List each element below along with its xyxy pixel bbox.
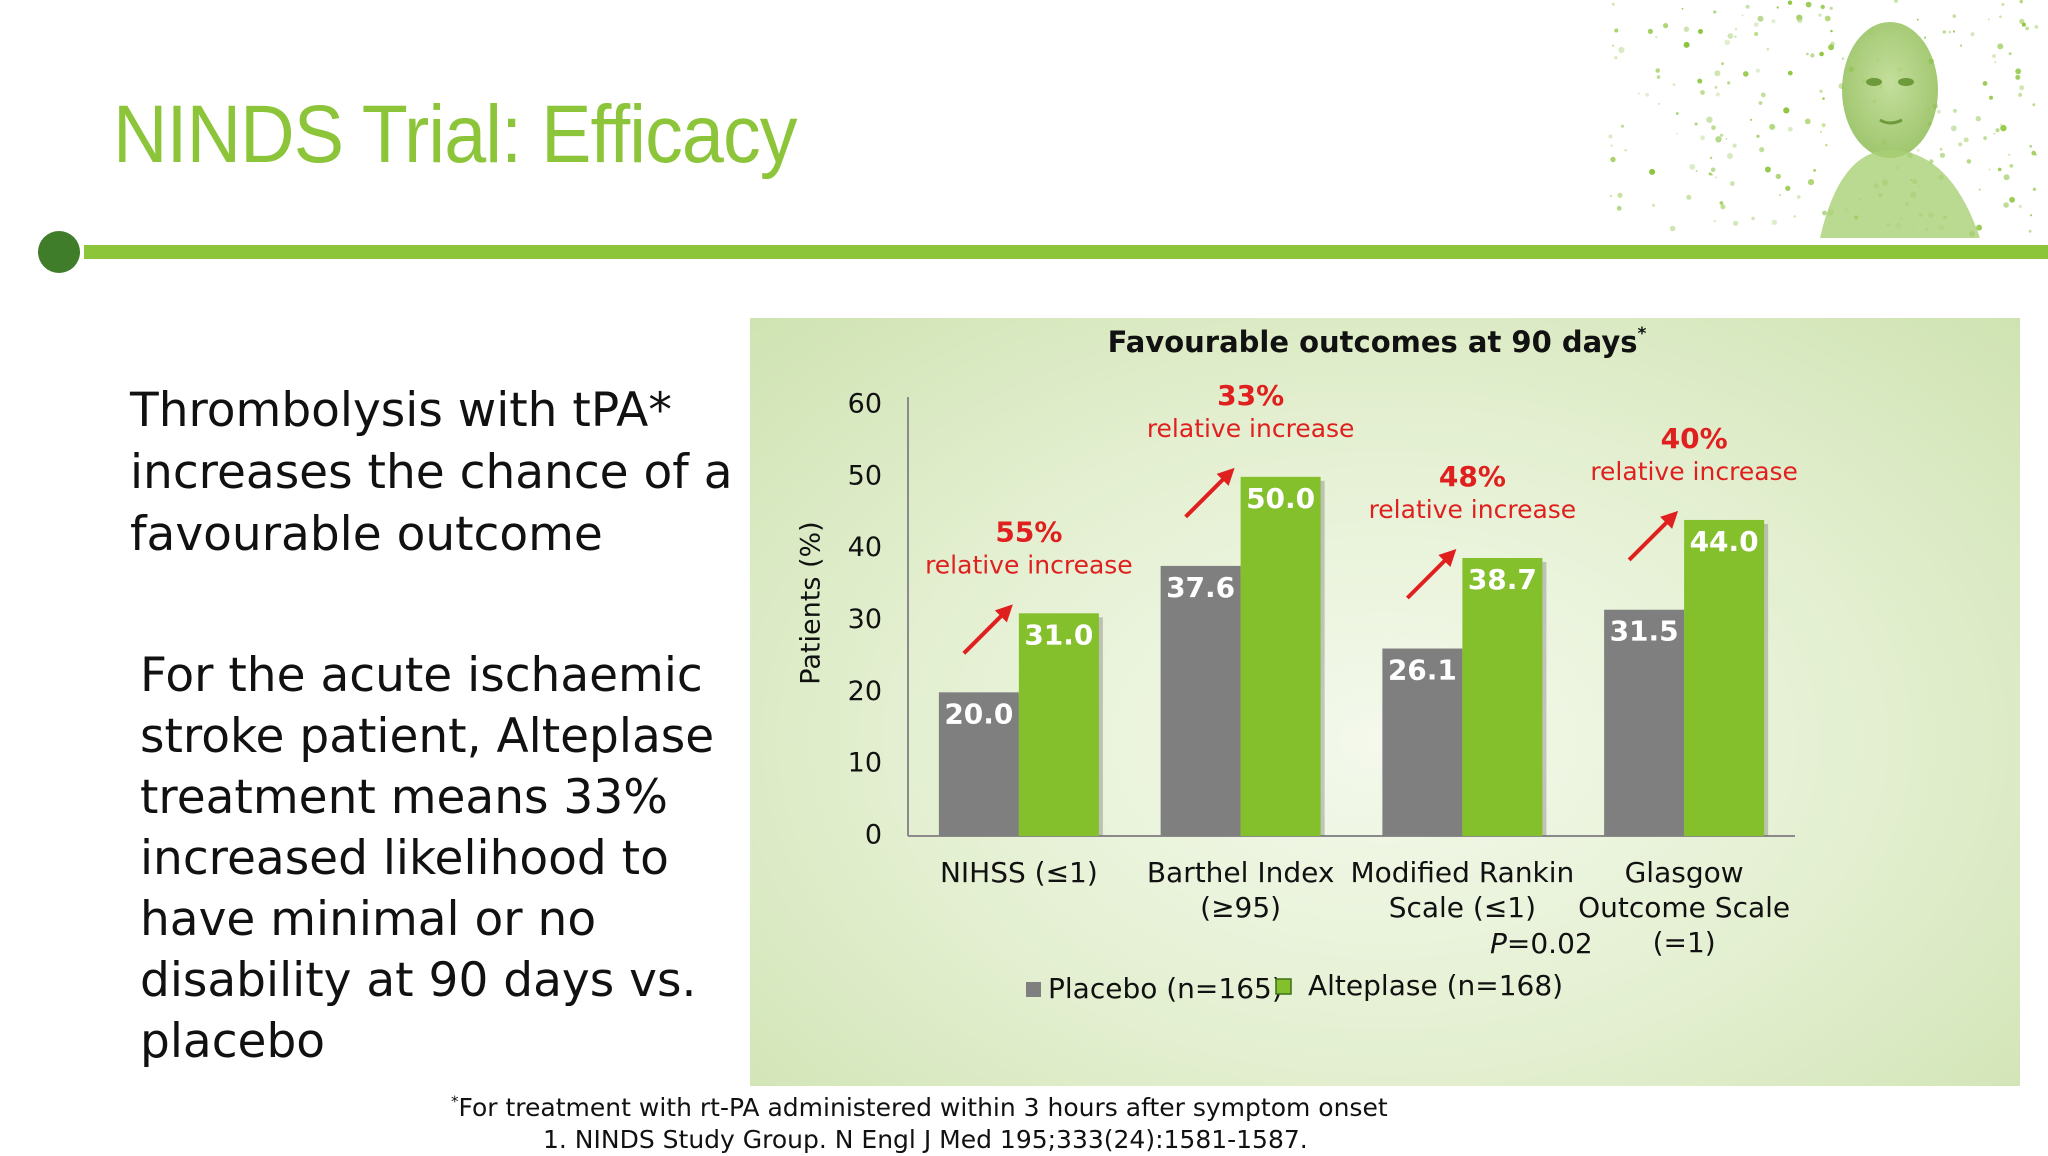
chart-title-mark: * — [1637, 324, 1646, 344]
favourable-outcomes-bar-chart: Favourable outcomes at 90 days* Patients… — [796, 324, 1798, 1005]
bar-placebo — [938, 692, 1019, 836]
y-tick-label: 0 — [865, 820, 882, 851]
y-axis-label: Patients (%) — [796, 521, 827, 684]
bar-value-label: 31.0 — [1024, 618, 1093, 651]
footnote-line: *For treatment with rt-PA administered w… — [451, 1093, 1388, 1122]
x-category-label: Scale (≤1) — [1389, 891, 1536, 924]
bar-alteplase — [1240, 476, 1321, 836]
x-category-label: Glasgow — [1625, 856, 1744, 889]
relative-increase-percent: 33% — [1217, 379, 1284, 412]
x-category-label: Barthel Index — [1147, 856, 1335, 889]
bar-value-label: 37.6 — [1166, 571, 1235, 604]
relative-increase-arrowhead — [994, 604, 1013, 623]
chart-legend: Placebo (n=165) Alteplase (n=168) — [1026, 969, 1563, 1005]
title-rule-line — [84, 245, 2048, 259]
slide-title: NINDS Trial: Efficacy — [113, 89, 797, 180]
footnote-text: For treatment with rt-PA administered wi… — [458, 1093, 1388, 1123]
bar-alteplase — [1684, 519, 1765, 836]
bar-value-label: 26.1 — [1388, 654, 1457, 687]
legend-swatch-alteplase — [1275, 978, 1292, 995]
relative-increase-arrowhead — [1438, 549, 1457, 568]
x-category-label: Outcome Scale — [1578, 891, 1790, 924]
y-tick-label: 10 — [848, 748, 882, 779]
relative-increase-text: relative increase — [925, 550, 1133, 579]
bar-placebo — [1604, 609, 1685, 836]
x-category-label: Modified Rankin — [1350, 856, 1574, 889]
legend-label-alteplase: Alteplase (n=168) — [1308, 969, 1563, 1002]
lead-statement: Thrombolysis with tPA* increases the cha… — [130, 383, 733, 562]
chart-title-text: Favourable outcomes at 90 days — [1108, 325, 1638, 359]
bar-alteplase — [1462, 558, 1543, 836]
bar-value-label: 38.7 — [1468, 563, 1537, 596]
p-value-number: =0.02 — [1507, 927, 1593, 960]
bar-value-label: 20.0 — [944, 697, 1013, 730]
reference-text: 1. NINDS Study Group. N Engl J Med 195;3… — [543, 1125, 1308, 1155]
p-value-symbol: P — [1490, 927, 1507, 960]
relative-increase-percent: 55% — [995, 515, 1062, 548]
relative-increase-percent: 40% — [1661, 422, 1728, 455]
relative-increase-arrowhead — [1660, 510, 1679, 529]
footnote-block: *For treatment with rt-PA administered w… — [451, 1086, 1388, 1156]
y-tick-label: 60 — [848, 389, 882, 420]
x-category-label: (≥95) — [1200, 891, 1281, 924]
p-value: P=0.02 — [1490, 927, 1593, 960]
x-category-label: (=1) — [1653, 926, 1716, 959]
bar-value-label: 50.0 — [1246, 482, 1315, 515]
chart-title: Favourable outcomes at 90 days* — [1108, 324, 1647, 359]
relative-increase-percent: 48% — [1439, 460, 1506, 493]
y-tick-label: 30 — [848, 604, 882, 635]
bar-placebo — [1382, 648, 1463, 836]
decorative-particle-head-image — [1608, 0, 2039, 238]
x-category-label: NIHSS (≤1) — [940, 856, 1098, 889]
title-rule-dot — [38, 231, 80, 273]
footnote-mark: * — [451, 1093, 459, 1111]
relative-increase-text: relative increase — [1590, 457, 1798, 486]
relative-increase-arrowhead — [1216, 467, 1235, 486]
bar-placebo — [1160, 565, 1241, 836]
y-tick-label: 50 — [848, 460, 882, 491]
y-tick-label: 40 — [848, 532, 882, 563]
legend-swatch-placebo — [1026, 982, 1041, 997]
legend-label-placebo: Placebo (n=165) — [1048, 972, 1283, 1005]
bar-value-label: 44.0 — [1690, 525, 1759, 558]
relative-increase-text: relative increase — [1369, 495, 1577, 524]
body-statement: For the acute ischaemic stroke patient, … — [140, 648, 715, 1069]
bar-alteplase — [1018, 613, 1099, 836]
relative-increase-text: relative increase — [1147, 414, 1355, 443]
bar-value-label: 31.5 — [1610, 615, 1679, 648]
y-tick-label: 20 — [848, 676, 882, 707]
